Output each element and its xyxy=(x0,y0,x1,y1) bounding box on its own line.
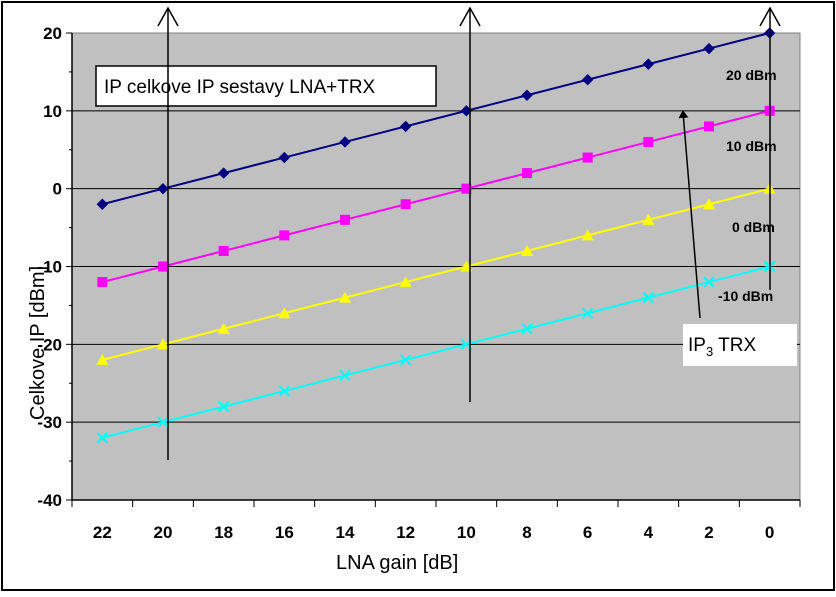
series-2 xyxy=(96,182,776,365)
data-point xyxy=(399,120,412,133)
y-tick-label: -10 xyxy=(37,258,62,277)
series-0 xyxy=(96,27,776,210)
x-tick-label: 8 xyxy=(522,523,531,542)
chart-title: IP celkove IP sestavy LNA+TRX xyxy=(104,77,376,98)
x-tick-label: 12 xyxy=(396,523,415,542)
data-point xyxy=(157,182,169,195)
vertical-arrow-0 xyxy=(759,6,781,290)
y-tick-label: 10 xyxy=(43,102,62,121)
vertical-arrow-20 xyxy=(157,6,179,460)
data-point xyxy=(96,353,109,365)
grid xyxy=(72,110,800,423)
y-tick-label: -40 xyxy=(37,491,62,510)
data-point xyxy=(581,73,594,86)
series-line xyxy=(102,109,770,284)
x-tick-label: 18 xyxy=(214,523,233,542)
series-line xyxy=(102,187,770,361)
x-tick-label: 4 xyxy=(644,523,654,542)
ip3-label-rest: TRX xyxy=(713,335,756,356)
x-axis-title: LNA gain [dB] xyxy=(336,552,458,574)
data-point xyxy=(521,244,533,256)
series-label-10dbm: 10 dBm xyxy=(726,138,777,154)
x-tick-label: 22 xyxy=(93,523,112,542)
data-point xyxy=(399,276,412,288)
data-point xyxy=(157,338,169,350)
data-point xyxy=(642,213,655,225)
ip3-label-sub: 3 xyxy=(706,344,713,359)
data-point xyxy=(340,214,350,225)
x-tick-label: 14 xyxy=(336,523,355,542)
series-line xyxy=(102,32,770,206)
x-tick-label: 10 xyxy=(457,523,476,542)
data-point xyxy=(642,58,655,70)
data-point xyxy=(704,121,714,132)
data-point xyxy=(643,136,654,147)
data-point xyxy=(217,400,230,413)
ip3-label: IP3 TRX xyxy=(688,335,756,359)
data-point xyxy=(581,307,594,319)
data-point xyxy=(278,307,291,319)
y-tick-label: -30 xyxy=(37,413,62,432)
data-point xyxy=(399,354,412,366)
data-point xyxy=(703,42,715,55)
series-label-20dbm: 20 dBm xyxy=(726,67,777,83)
series-line xyxy=(102,265,770,439)
ip3-box xyxy=(683,324,797,366)
data-point xyxy=(97,277,108,288)
title-box xyxy=(95,65,437,107)
x-tick-label: 16 xyxy=(275,523,294,542)
data-point xyxy=(218,245,229,256)
data-point xyxy=(581,229,594,241)
data-point xyxy=(522,168,532,179)
series-label-minus10dbm: -10 dBm xyxy=(718,288,773,304)
data-point xyxy=(279,230,290,241)
y-axis-title: Celkove IP [dBm] xyxy=(27,266,49,420)
x-tick-label: 6 xyxy=(583,523,592,542)
ip3-label-main: IP xyxy=(688,335,706,356)
data-point xyxy=(157,416,169,428)
data-point xyxy=(521,89,533,101)
x-tick-label: 0 xyxy=(765,523,774,542)
data-point xyxy=(703,276,715,288)
data-point xyxy=(278,151,291,164)
ip3-arrow xyxy=(678,110,701,319)
data-point xyxy=(158,261,168,272)
x-tick-label: 20 xyxy=(154,523,173,542)
data-point xyxy=(278,385,291,397)
data-point xyxy=(217,167,230,179)
y-tick-label: -20 xyxy=(37,335,62,354)
data-point xyxy=(703,198,715,210)
data-point xyxy=(400,199,411,210)
y-tick-label: 20 xyxy=(43,24,62,43)
y-tick-label: 0 xyxy=(53,180,62,199)
data-point xyxy=(339,369,351,382)
data-point xyxy=(217,322,230,334)
data-point xyxy=(339,136,351,148)
data-point xyxy=(96,198,109,210)
vertical-arrow-10 xyxy=(459,6,481,402)
data-point xyxy=(96,432,109,444)
data-point xyxy=(582,152,593,163)
data-point xyxy=(642,291,655,304)
x-tick-label: 2 xyxy=(704,523,713,542)
data-point xyxy=(461,183,472,194)
data-point xyxy=(339,291,351,303)
series-label-0dbm: 0 dBm xyxy=(732,219,775,235)
data-point xyxy=(521,323,533,335)
